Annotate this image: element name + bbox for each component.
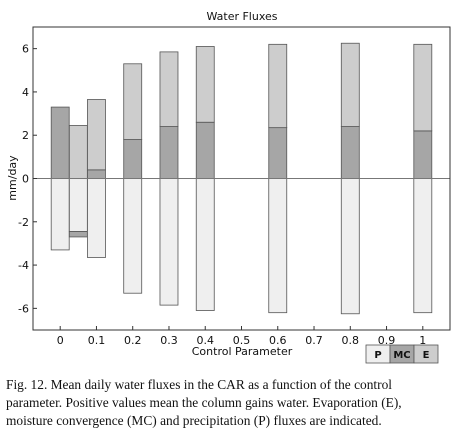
bar-e-1 bbox=[68, 125, 88, 179]
x-tick-label: 0.5 bbox=[233, 334, 251, 347]
x-tick-label: 0.8 bbox=[342, 334, 360, 347]
y-axis-title: mm/day bbox=[6, 155, 19, 201]
bar-p-6 bbox=[268, 178, 288, 314]
x-tick-label: 0.9 bbox=[378, 334, 396, 347]
legend: P MC E bbox=[365, 344, 439, 364]
bar-mc-1 bbox=[68, 231, 88, 238]
x-axis-title: Control Parameter bbox=[192, 345, 293, 358]
figure-caption: Fig. 12. Mean daily water fluxes in the … bbox=[6, 377, 402, 428]
bar-e-4 bbox=[159, 51, 179, 127]
x-tick-label: 0.4 bbox=[196, 334, 214, 347]
bar-p-1 bbox=[68, 178, 88, 232]
bar-mc-7 bbox=[340, 126, 360, 179]
bar-mc-5 bbox=[195, 121, 215, 179]
y-tick-label: -2 bbox=[18, 216, 29, 229]
x-axis-ticks: 0 0.1 0.2 0.3 0.4 0.5 0.6 0.7 0.8 0.9 1 bbox=[57, 326, 426, 347]
bar-e-8 bbox=[413, 43, 433, 132]
y-axis-ticks: -6 -4 -2 0 2 4 6 bbox=[18, 43, 37, 315]
legend-label-e: E bbox=[423, 350, 430, 361]
x-tick-label: 0.7 bbox=[305, 334, 323, 347]
bar-p-2 bbox=[87, 178, 106, 258]
water-fluxes-chart: Water Fluxes 0 0.1 0.2 0.3 0.4 0.5 0.6 0.7 0.8 0.… bbox=[6, 10, 451, 364]
bar-e-6 bbox=[268, 43, 288, 129]
bar-p-8 bbox=[413, 178, 433, 314]
bar-p-3 bbox=[123, 178, 143, 294]
bar-p-7 bbox=[340, 178, 360, 315]
x-tick-label: 0.6 bbox=[269, 334, 287, 347]
bar-e-7 bbox=[340, 42, 360, 127]
legend-label-p: P bbox=[374, 350, 381, 361]
y-tick-label: 0 bbox=[22, 173, 29, 186]
bar-mc-3 bbox=[123, 139, 143, 179]
bar-p-4 bbox=[159, 178, 179, 306]
y-tick-label: 6 bbox=[22, 43, 29, 56]
legend-label-mc: MC bbox=[393, 350, 410, 361]
x-tick-label: 0.2 bbox=[124, 334, 142, 347]
bars-group bbox=[50, 42, 433, 315]
bar-e-2 bbox=[87, 99, 106, 171]
bar-mc-6 bbox=[268, 127, 288, 179]
x-tick-label: 0.1 bbox=[88, 334, 106, 347]
bar-e-5 bbox=[195, 46, 215, 123]
x-tick-label: 0.3 bbox=[160, 334, 178, 347]
y-tick-label: 2 bbox=[22, 129, 29, 142]
chart-title: Water Fluxes bbox=[206, 10, 277, 23]
bar-mc-2 bbox=[87, 169, 106, 179]
bar-p-5 bbox=[195, 178, 215, 311]
bar-mc-8 bbox=[413, 130, 433, 179]
x-tick-label: 0 bbox=[57, 334, 64, 347]
bar-p-0 bbox=[50, 178, 70, 251]
y-tick-label: 4 bbox=[22, 86, 29, 99]
bar-mc-4 bbox=[159, 126, 179, 179]
y-tick-label: -6 bbox=[18, 302, 29, 315]
legend-swatch-e bbox=[413, 344, 439, 364]
y-tick-label: -4 bbox=[18, 259, 29, 272]
x-tick-label: 1 bbox=[419, 334, 426, 347]
bar-e-3 bbox=[123, 63, 143, 140]
bar-mc-0 bbox=[50, 106, 70, 179]
